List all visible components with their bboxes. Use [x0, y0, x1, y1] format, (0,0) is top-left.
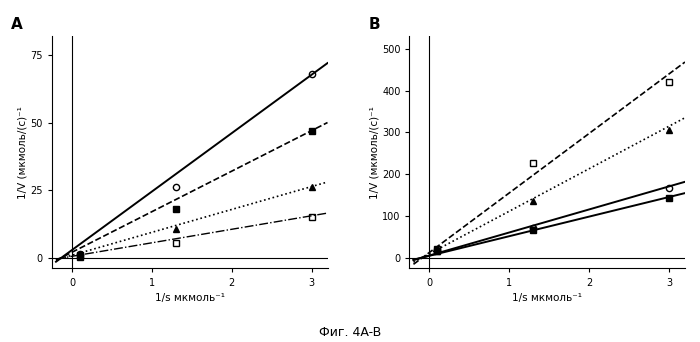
X-axis label: 1/s мкмоль⁻¹: 1/s мкмоль⁻¹: [512, 293, 582, 303]
Y-axis label: 1/V (мкмоль/(с)⁻¹: 1/V (мкмоль/(с)⁻¹: [369, 106, 379, 199]
X-axis label: 1/s мкмоль⁻¹: 1/s мкмоль⁻¹: [155, 293, 225, 303]
Y-axis label: 1/V (мкмоль/(с)⁻¹: 1/V (мкмоль/(с)⁻¹: [18, 106, 28, 199]
Text: Фиг. 4A-B: Фиг. 4A-B: [319, 326, 381, 339]
Text: A: A: [10, 17, 22, 32]
Text: B: B: [368, 17, 380, 32]
